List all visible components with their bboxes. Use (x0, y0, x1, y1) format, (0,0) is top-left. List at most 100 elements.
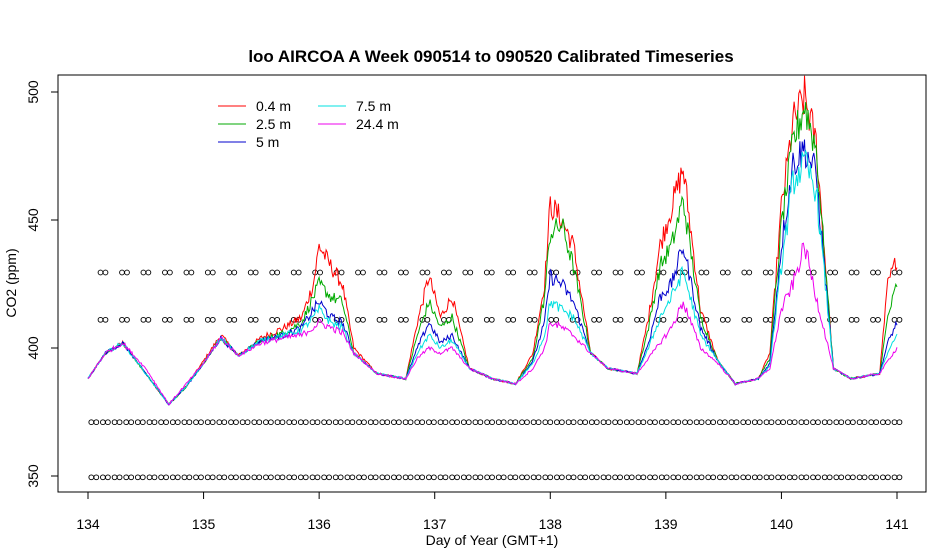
marker-point (252, 316, 259, 323)
marker-point (815, 419, 821, 426)
marker-point (454, 419, 460, 426)
marker-point (431, 474, 437, 481)
marker-point (639, 316, 645, 323)
marker-point (722, 419, 728, 426)
marker-point (896, 474, 903, 481)
marker-point (317, 316, 323, 323)
chart-title: loo AIRCOA A Week 090514 to 090520 Calib… (248, 47, 733, 66)
marker-point (791, 474, 798, 481)
marker-point (128, 419, 135, 426)
marker-point (209, 419, 216, 426)
marker-point (896, 419, 903, 426)
marker-point (722, 474, 728, 481)
marker-point (582, 474, 589, 481)
series-line-7-5-m (87, 149, 898, 405)
marker-point (675, 474, 682, 481)
marker-point (789, 269, 796, 276)
y-tick-label: 450 (25, 208, 41, 232)
marker-point (279, 419, 286, 426)
marker-point (256, 419, 263, 426)
marker-point (174, 474, 181, 481)
marker-point (733, 419, 740, 426)
marker-point (116, 474, 123, 481)
legend-label: 24.4 m (356, 116, 399, 132)
marker-point (291, 419, 298, 426)
marker-point (431, 419, 437, 426)
legend-label: 2.5 m (256, 116, 291, 132)
marker-point (768, 474, 775, 481)
marker-point (384, 419, 391, 426)
y-axis: 350 400 450 500 (25, 80, 59, 488)
marker-point (407, 419, 414, 426)
marker-point (663, 474, 670, 481)
marker-point (803, 474, 810, 481)
marker-point (724, 316, 731, 323)
marker-point (838, 474, 845, 481)
marker-point (617, 419, 623, 426)
marker-point (256, 474, 263, 481)
marker-point (167, 269, 173, 276)
marker-point (188, 269, 195, 276)
marker-point (489, 419, 495, 426)
marker-point (477, 419, 484, 426)
marker-point (244, 474, 251, 481)
x-tick-label: 140 (770, 516, 794, 532)
marker-point (500, 474, 507, 481)
marker-point (381, 316, 388, 323)
x-tick-label: 134 (76, 516, 100, 532)
marker-point (850, 474, 856, 481)
marker-point (885, 419, 891, 426)
marker-point (396, 474, 402, 481)
marker-point (105, 419, 111, 426)
marker-point (174, 419, 181, 426)
marker-point (139, 474, 146, 481)
marker-point (233, 419, 239, 426)
legend-label: 5 m (256, 134, 279, 150)
marker-point (209, 474, 216, 481)
marker-point (268, 474, 274, 481)
marker-point (338, 269, 345, 276)
marker-point (780, 419, 786, 426)
marker-point (407, 474, 414, 481)
marker-point (102, 316, 109, 323)
marker-point (209, 316, 216, 323)
marker-point (617, 269, 624, 276)
marker-point (547, 419, 554, 426)
marker-point (745, 419, 752, 426)
marker-point (639, 269, 645, 276)
marker-point (640, 419, 647, 426)
marker-point (553, 316, 560, 323)
marker-point (221, 474, 228, 481)
marker-point (360, 269, 366, 276)
marker-point (652, 474, 658, 481)
marker-point (850, 419, 856, 426)
marker-point (139, 419, 146, 426)
marker-point (381, 269, 388, 276)
marker-point (274, 316, 281, 323)
marker-point (815, 474, 821, 481)
marker-point (628, 419, 635, 426)
marker-point (477, 474, 484, 481)
marker-point (424, 316, 431, 323)
marker-point (500, 419, 507, 426)
marker-point (524, 419, 530, 426)
marker-point (198, 419, 204, 426)
marker-point (832, 269, 838, 276)
marker-point (442, 419, 449, 426)
marker-point (512, 419, 519, 426)
marker-point (663, 419, 670, 426)
marker-point (465, 419, 472, 426)
marker-point (896, 269, 903, 276)
marker-point (524, 474, 530, 481)
marker-point (698, 419, 705, 426)
marker-point (360, 316, 366, 323)
marker-point (826, 419, 833, 426)
marker-point (442, 474, 449, 481)
marker-point (605, 474, 612, 481)
marker-point (396, 419, 402, 426)
marker-point (838, 419, 845, 426)
marker-point (698, 474, 705, 481)
y-axis-label: CO2 (ppm) (3, 248, 19, 317)
marker-point (361, 419, 367, 426)
x-tick-label: 136 (307, 516, 331, 532)
